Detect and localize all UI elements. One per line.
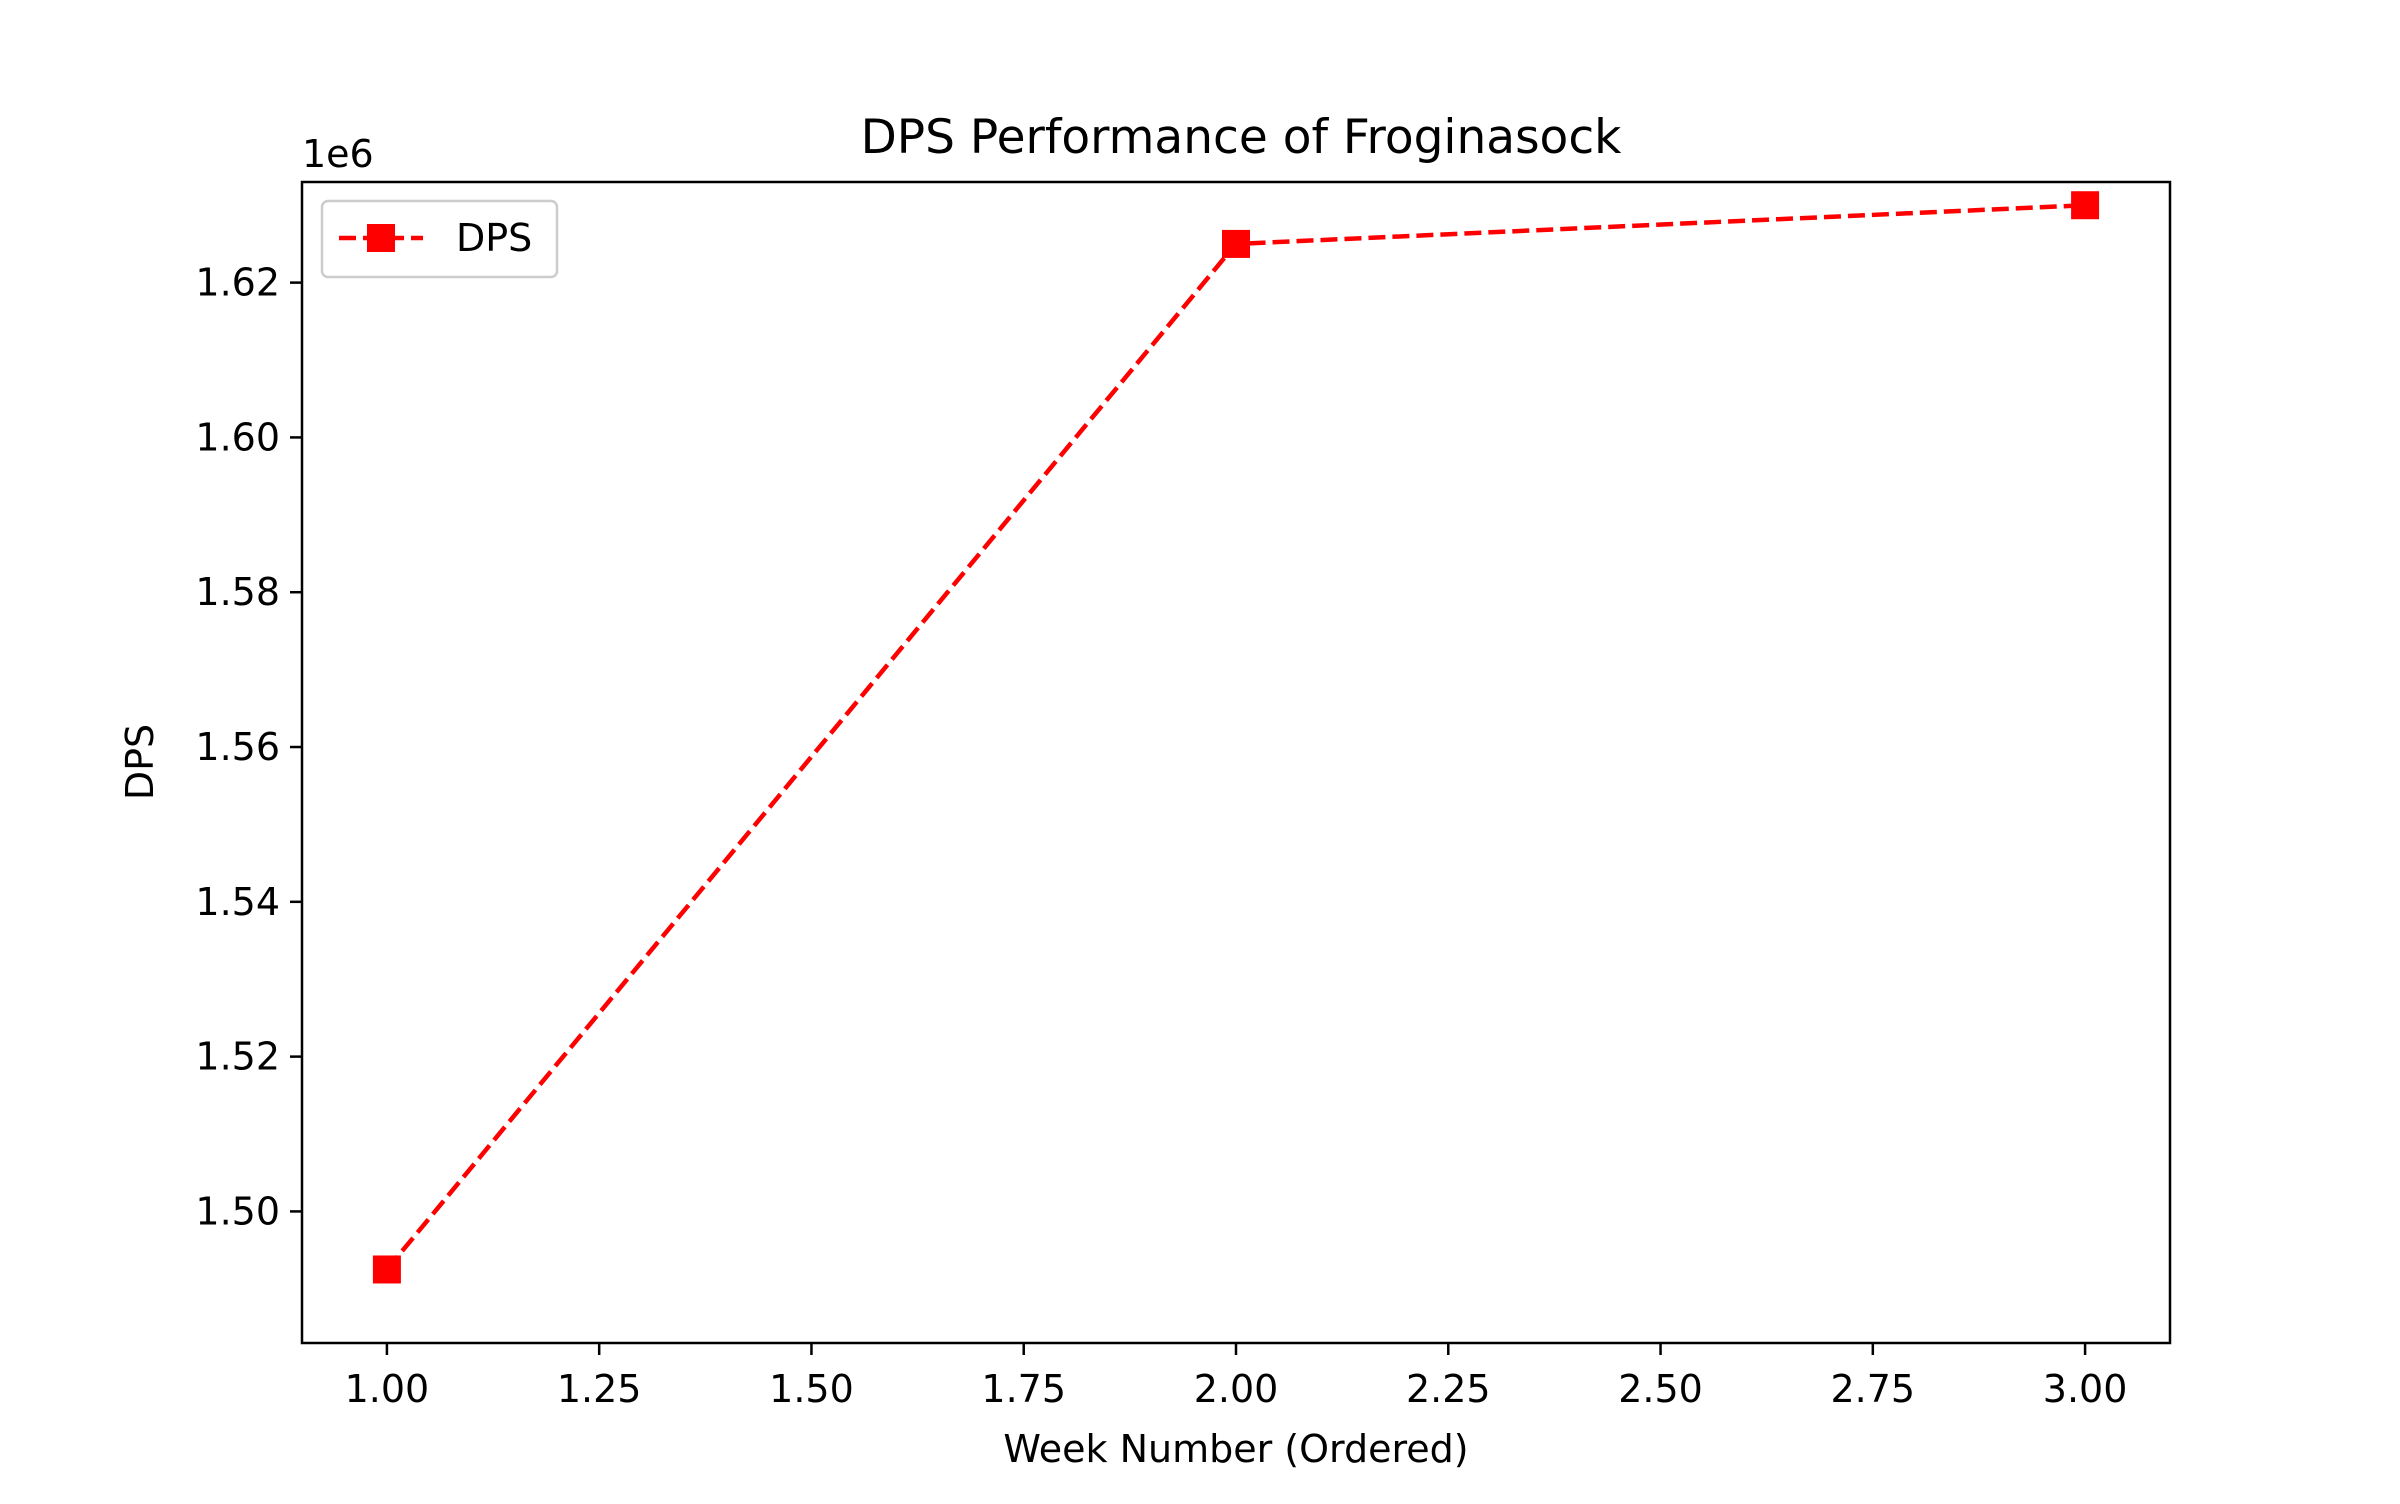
x-tick-label: 2.00 (1194, 1367, 1279, 1411)
x-axis-ticks: 1.00 1.25 1.50 1.75 2.00 2.25 2.50 2.75 3.00 (345, 1343, 2128, 1411)
series-line-dps (385, 202, 2086, 1271)
plot-area-frame (300, 180, 2172, 1345)
x-tick-label: 1.75 (981, 1367, 1066, 1411)
x-tick-label: 2.25 (1406, 1367, 1491, 1411)
series-layer (372, 191, 2100, 1284)
y-tick-label: 1.52 (195, 1035, 280, 1079)
legend: DPS (320, 199, 559, 279)
y-tick-label: 1.50 (195, 1189, 280, 1233)
y-axis-offset-label: 1e6 (302, 132, 374, 176)
y-axis-label: DPS (118, 724, 162, 800)
y-axis-ticks: 1.50 1.52 1.54 1.56 1.58 1.60 1.62 (195, 261, 302, 1233)
y-tick-label: 1.56 (195, 725, 280, 769)
x-tick-label: 3.00 (2043, 1367, 2128, 1411)
y-tick-label: 1.54 (195, 880, 280, 924)
chart-title: DPS Performance of Froginasock (861, 110, 1623, 165)
y-tick-label: 1.60 (195, 415, 280, 459)
y-tick-label: 1.58 (195, 570, 280, 614)
legend-label-dps: DPS (456, 216, 532, 260)
x-axis-label: Week Number (Ordered) (1003, 1427, 1468, 1471)
legend-marker-square (367, 224, 395, 252)
x-tick-label: 2.75 (1831, 1367, 1916, 1411)
legend-box (320, 199, 559, 279)
data-point-marker (372, 1255, 401, 1284)
y-tick-label: 1.62 (195, 261, 280, 305)
data-point-marker (1222, 229, 1250, 258)
x-tick-label: 2.50 (1618, 1367, 1703, 1411)
data-point-marker (2071, 191, 2100, 220)
x-tick-label: 1.00 (345, 1367, 430, 1411)
x-tick-label: 1.50 (769, 1367, 854, 1411)
x-tick-label: 1.25 (557, 1367, 642, 1411)
